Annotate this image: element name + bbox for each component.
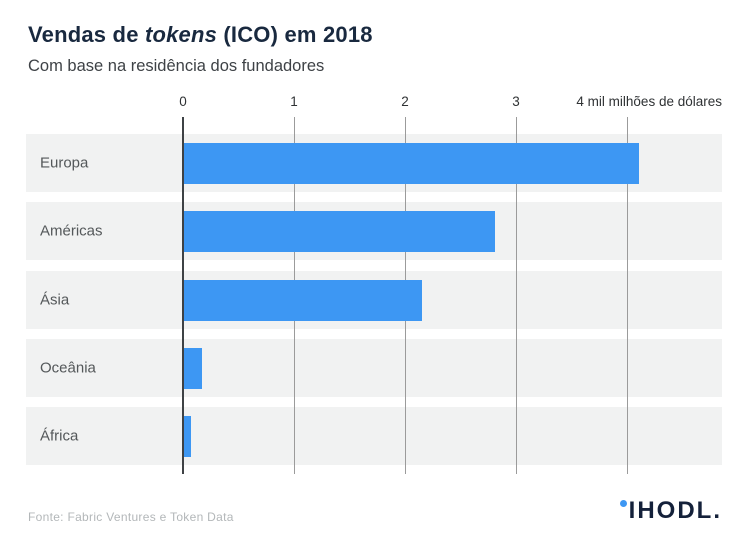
category-label: Américas — [40, 222, 103, 240]
value-bar — [184, 416, 191, 457]
category-label: Europa — [40, 154, 89, 172]
gridline — [516, 117, 517, 474]
x-tick-label: 0 — [179, 94, 187, 109]
chart-subtitle: Com base na residência dos fundadores — [28, 57, 325, 75]
chart-row: Ásia — [26, 271, 722, 329]
value-bar — [184, 143, 639, 184]
x-tick-label: 3 — [512, 94, 520, 109]
category-label: Ásia — [40, 291, 70, 309]
chart-title-suffix: (ICO) em 2018 — [217, 22, 373, 47]
value-bar — [184, 211, 495, 252]
chart-title-italic: tokens — [144, 22, 218, 47]
gridline — [627, 117, 628, 474]
source-note: Fonte: Fabric Ventures e Token Data — [28, 510, 234, 524]
chart-title: Vendas de tokens (ICO) em 2018 — [28, 22, 373, 48]
logo-dot-icon — [619, 500, 627, 507]
ihodl-logo: IHODL. — [619, 497, 722, 525]
chart-row: Europa — [26, 134, 722, 192]
value-bar — [184, 280, 422, 321]
logo-text: IHODL. — [628, 497, 722, 524]
x-tick-label: 2 — [401, 94, 409, 109]
category-label: Oceânia — [40, 359, 96, 377]
chart-row: Oceânia — [26, 339, 722, 397]
x-axis-zero-line — [182, 117, 184, 474]
chart-title-prefix: Vendas de — [28, 22, 145, 47]
x-tick-label: 1 — [290, 94, 298, 109]
value-bar — [184, 348, 202, 389]
chart-row: África — [26, 407, 722, 465]
category-label: África — [40, 427, 79, 445]
x-axis-unit-label: 4 mil milhões de dólares — [576, 94, 722, 109]
chart-row: Américas — [26, 202, 722, 260]
